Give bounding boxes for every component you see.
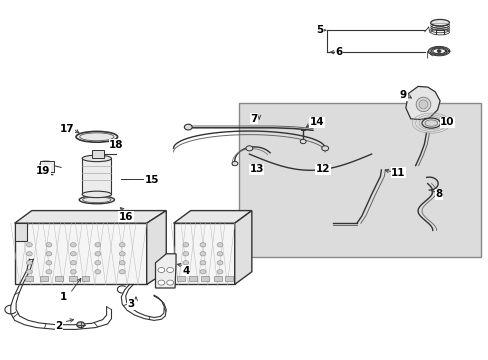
Ellipse shape <box>430 19 448 26</box>
Circle shape <box>200 261 205 265</box>
Polygon shape <box>405 86 439 120</box>
Circle shape <box>46 261 52 265</box>
Circle shape <box>166 267 173 273</box>
Circle shape <box>119 243 125 247</box>
Ellipse shape <box>418 100 427 109</box>
Bar <box>177 276 184 281</box>
Circle shape <box>217 252 223 256</box>
Bar <box>92 150 104 158</box>
Text: 2: 2 <box>55 321 62 331</box>
Ellipse shape <box>76 131 117 142</box>
Circle shape <box>183 261 188 265</box>
Circle shape <box>245 146 252 151</box>
Text: 15: 15 <box>144 175 159 185</box>
Circle shape <box>300 139 305 144</box>
Circle shape <box>46 252 52 256</box>
Bar <box>81 276 89 281</box>
Bar <box>189 276 197 281</box>
Polygon shape <box>173 211 251 223</box>
Text: 18: 18 <box>109 140 123 150</box>
Circle shape <box>183 243 188 247</box>
Circle shape <box>119 252 125 256</box>
Polygon shape <box>173 223 234 284</box>
Ellipse shape <box>415 97 430 112</box>
Text: 8: 8 <box>435 189 442 199</box>
Circle shape <box>95 261 101 265</box>
Bar <box>40 161 54 172</box>
Polygon shape <box>15 211 166 223</box>
Text: 19: 19 <box>36 166 50 176</box>
Text: 5: 5 <box>316 25 323 35</box>
Bar <box>238 103 480 257</box>
Text: 11: 11 <box>390 168 405 178</box>
Text: 6: 6 <box>335 47 342 57</box>
Text: 12: 12 <box>315 164 329 174</box>
Circle shape <box>119 261 125 265</box>
Circle shape <box>200 252 205 256</box>
Bar <box>25 276 33 281</box>
Circle shape <box>26 243 32 247</box>
Circle shape <box>26 261 32 265</box>
Circle shape <box>200 270 205 274</box>
Bar <box>224 276 232 281</box>
Circle shape <box>70 252 76 256</box>
Bar <box>15 223 27 241</box>
Ellipse shape <box>82 191 111 198</box>
Ellipse shape <box>421 118 440 128</box>
Bar <box>82 158 111 194</box>
Text: 4: 4 <box>182 266 189 276</box>
Circle shape <box>217 261 223 265</box>
Bar <box>55 276 62 281</box>
Polygon shape <box>15 223 146 284</box>
Circle shape <box>46 243 52 247</box>
Bar <box>213 276 221 281</box>
Circle shape <box>95 270 101 274</box>
Text: 16: 16 <box>119 212 133 222</box>
Circle shape <box>119 270 125 274</box>
Circle shape <box>183 252 188 256</box>
Circle shape <box>321 146 328 151</box>
Circle shape <box>26 252 32 256</box>
Text: 14: 14 <box>309 117 324 127</box>
Text: 17: 17 <box>60 123 75 134</box>
Ellipse shape <box>430 21 448 26</box>
Text: 10: 10 <box>439 117 454 127</box>
Text: 9: 9 <box>399 90 406 100</box>
Bar <box>201 276 209 281</box>
Circle shape <box>183 270 188 274</box>
Circle shape <box>217 270 223 274</box>
Circle shape <box>46 270 52 274</box>
Circle shape <box>70 261 76 265</box>
Ellipse shape <box>424 120 437 126</box>
Circle shape <box>95 252 101 256</box>
Circle shape <box>77 322 84 328</box>
Circle shape <box>200 243 205 247</box>
Polygon shape <box>146 211 166 284</box>
Circle shape <box>70 270 76 274</box>
Circle shape <box>217 243 223 247</box>
Text: 7: 7 <box>250 114 258 124</box>
Text: 3: 3 <box>127 299 134 309</box>
Circle shape <box>231 161 237 166</box>
Ellipse shape <box>79 196 114 204</box>
Bar <box>69 276 77 281</box>
Text: 1: 1 <box>60 292 67 302</box>
Circle shape <box>158 267 164 273</box>
Text: 13: 13 <box>249 164 264 174</box>
Circle shape <box>158 280 164 285</box>
Polygon shape <box>234 211 251 284</box>
Polygon shape <box>155 254 176 288</box>
Circle shape <box>70 243 76 247</box>
Circle shape <box>95 243 101 247</box>
Bar <box>40 276 48 281</box>
Circle shape <box>436 50 440 53</box>
Circle shape <box>166 280 173 285</box>
Ellipse shape <box>82 197 111 203</box>
Ellipse shape <box>82 155 111 162</box>
Circle shape <box>26 270 32 274</box>
Circle shape <box>184 124 192 130</box>
Ellipse shape <box>80 133 114 141</box>
